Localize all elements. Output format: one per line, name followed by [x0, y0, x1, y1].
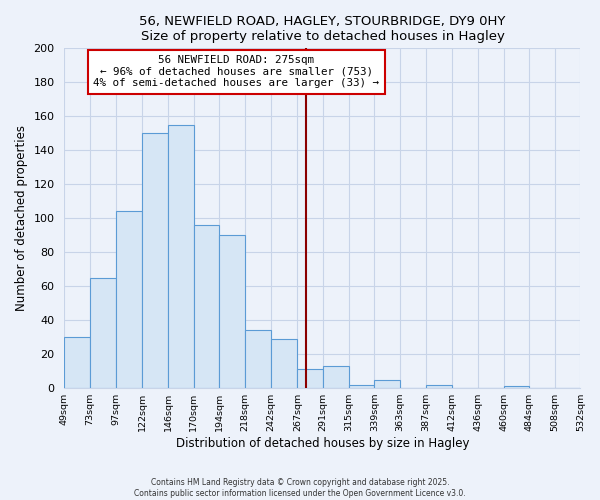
Text: Contains HM Land Registry data © Crown copyright and database right 2025.
Contai: Contains HM Land Registry data © Crown c… — [134, 478, 466, 498]
Bar — [271, 339, 298, 388]
Bar — [349, 384, 374, 388]
Text: 56 NEWFIELD ROAD: 275sqm
← 96% of detached houses are smaller (753)
4% of semi-d: 56 NEWFIELD ROAD: 275sqm ← 96% of detach… — [94, 55, 379, 88]
Bar — [194, 225, 220, 388]
X-axis label: Distribution of detached houses by size in Hagley: Distribution of detached houses by size … — [176, 437, 469, 450]
Bar — [298, 370, 323, 388]
Bar — [425, 384, 452, 388]
Title: 56, NEWFIELD ROAD, HAGLEY, STOURBRIDGE, DY9 0HY
Size of property relative to det: 56, NEWFIELD ROAD, HAGLEY, STOURBRIDGE, … — [139, 15, 506, 43]
Bar — [220, 235, 245, 388]
Bar — [116, 212, 142, 388]
Bar — [323, 366, 349, 388]
Y-axis label: Number of detached properties: Number of detached properties — [15, 125, 28, 311]
Bar — [245, 330, 271, 388]
Bar — [374, 380, 400, 388]
Bar — [503, 386, 529, 388]
Bar — [90, 278, 116, 388]
Bar — [142, 134, 168, 388]
Bar — [64, 337, 90, 388]
Bar — [168, 125, 194, 388]
